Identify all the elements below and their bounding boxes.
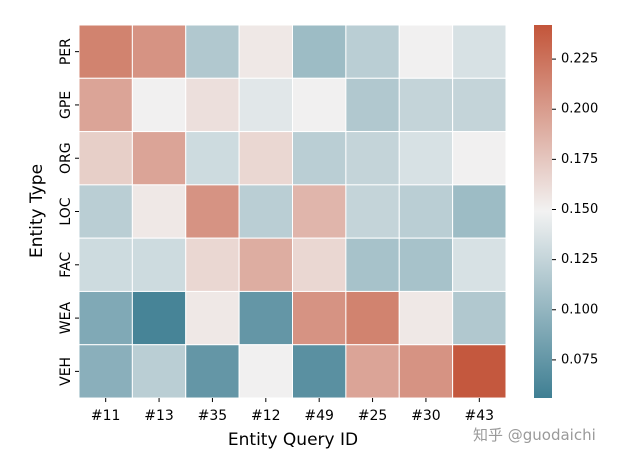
- heatmap-cell-PER-#25: [345, 24, 400, 79]
- colorbar: [534, 25, 552, 398]
- heatmap-cell-PER-#35: [185, 24, 240, 79]
- heatmap-cell-FAC-#13: [131, 237, 187, 292]
- x-tick-labels: #11 #13 #35 #12 #49 #25 #30 #43: [91, 398, 494, 424]
- heatmap-cell-GPE-#13: [131, 77, 187, 133]
- heatmap-cell-LOC-#43: [452, 184, 507, 239]
- y-axis-label: Entity Type: [27, 164, 47, 258]
- heatmap-cell-LOC-#13: [131, 184, 187, 239]
- y-tick-label: ORG: [58, 142, 74, 174]
- heatmap-cell-WEA-#35: [185, 290, 240, 346]
- x-tick-label: #49: [304, 408, 334, 424]
- heatmap-cell-LOC-#25: [345, 184, 400, 239]
- heatmap-cell-VEH-#43: [452, 344, 507, 399]
- heatmap-cell-LOC-#35: [185, 184, 240, 239]
- heatmap-cell-VEH-#25: [345, 344, 400, 399]
- y-tick-label: GPE: [58, 91, 74, 119]
- colorbar-ticks: 0.075 0.100 0.125 0.150 0.175 0.200 0.225: [552, 52, 598, 367]
- heatmap-cell-GPE-#49: [292, 77, 347, 133]
- x-tick-label: #30: [411, 408, 441, 424]
- heatmap-cell-GPE-#12: [238, 77, 293, 133]
- heatmap-cell-FAC-#35: [185, 237, 240, 292]
- heatmap-cell-PER-#30: [398, 24, 454, 79]
- heatmap-cell-VEH-#13: [131, 344, 187, 399]
- heatmap-cell-PER-#49: [292, 24, 347, 79]
- heatmap-cell-VEH-#12: [238, 344, 293, 399]
- heatmap-cell-VEH-#49: [292, 344, 347, 399]
- watermark: 知乎 @guodaichi: [473, 426, 596, 444]
- heatmap-cell-PER-#12: [238, 24, 293, 79]
- heatmap-cell-FAC-#11: [78, 237, 133, 292]
- heatmap-cell-LOC-#12: [238, 184, 293, 239]
- heatmap-cell-FAC-#43: [452, 237, 507, 292]
- heatmap-cell-ORG-#35: [185, 131, 240, 186]
- y-tick-label: LOC: [58, 197, 74, 225]
- x-axis-label: Entity Query ID: [228, 430, 358, 450]
- heatmap-cell-VEH-#35: [185, 344, 240, 399]
- heatmap-cell-WEA-#11: [78, 290, 133, 346]
- heatmap-cells: [78, 24, 507, 399]
- heatmap-cell-LOC-#11: [78, 184, 133, 239]
- heatmap-cell-ORG-#49: [292, 131, 347, 186]
- colorbar-tick-label: 0.100: [561, 302, 598, 317]
- x-tick-label: #13: [144, 408, 174, 424]
- colorbar-tick-label: 0.075: [561, 352, 598, 367]
- heatmap-cell-WEA-#30: [398, 290, 454, 346]
- y-tick-label: WEA: [58, 302, 74, 335]
- x-tick-label: #43: [465, 408, 495, 424]
- heatmap-cell-ORG-#11: [78, 131, 133, 186]
- heatmap-cell-LOC-#49: [292, 184, 347, 239]
- y-tick-label: PER: [58, 38, 74, 65]
- colorbar-tick-label: 0.125: [561, 252, 598, 267]
- heatmap-cell-GPE-#30: [398, 77, 454, 133]
- heatmap-cell-PER-#11: [78, 24, 133, 79]
- heatmap-cell-FAC-#49: [292, 237, 347, 292]
- heatmap-cell-ORG-#12: [238, 131, 293, 186]
- heatmap-cell-VEH-#30: [398, 344, 454, 399]
- colorbar-tick-label: 0.150: [561, 202, 598, 217]
- colorbar-tick-label: 0.175: [561, 152, 598, 167]
- heatmap-cell-LOC-#30: [398, 184, 454, 239]
- heatmap-cell-VEH-#11: [78, 344, 133, 399]
- heatmap-cell-GPE-#35: [185, 77, 240, 133]
- colorbar-tick-label: 0.225: [561, 52, 598, 67]
- heatmap-cell-FAC-#12: [238, 237, 293, 292]
- y-tick-label: VEH: [58, 357, 74, 386]
- heatmap-cell-ORG-#43: [452, 131, 507, 186]
- x-tick-label: #35: [198, 408, 228, 424]
- heatmap-cell-GPE-#25: [345, 77, 400, 133]
- heatmap-cell-ORG-#30: [398, 131, 454, 186]
- x-tick-label: #12: [251, 408, 281, 424]
- colorbar-tick-label: 0.200: [561, 102, 598, 117]
- heatmap-cell-FAC-#30: [398, 237, 454, 292]
- y-tick-labels: PER GPE ORG LOC FAC WEA VEH: [58, 38, 79, 386]
- heatmap-cell-GPE-#43: [452, 77, 507, 133]
- x-tick-label: #11: [91, 408, 121, 424]
- heatmap-cell-PER-#13: [131, 24, 187, 79]
- heatmap-cell-WEA-#49: [292, 290, 347, 346]
- heatmap-cell-ORG-#13: [131, 131, 187, 186]
- heatmap-cell-WEA-#12: [238, 290, 293, 346]
- heatmap-cell-WEA-#43: [452, 290, 507, 346]
- y-tick-label: FAC: [58, 252, 74, 278]
- heatmap-cell-WEA-#13: [131, 290, 187, 346]
- heatmap-cell-GPE-#11: [78, 77, 133, 133]
- heatmap-cell-FAC-#25: [345, 237, 400, 292]
- heatmap-cell-PER-#43: [452, 24, 507, 79]
- heatmap-cell-ORG-#25: [345, 131, 400, 186]
- heatmap-cell-WEA-#25: [345, 290, 400, 346]
- x-tick-label: #25: [358, 408, 388, 424]
